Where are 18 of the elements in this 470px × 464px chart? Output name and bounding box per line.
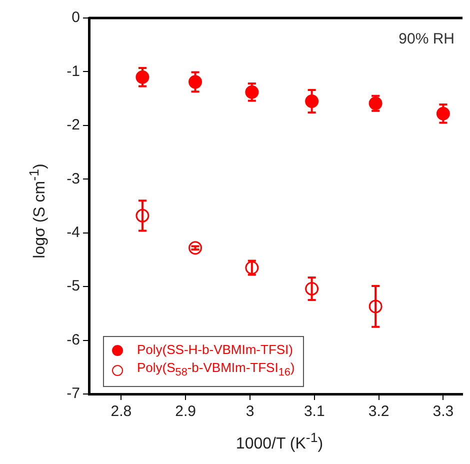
y-tick-label: -3 [66, 170, 80, 188]
x-tick-label: 3.2 [368, 403, 390, 420]
y-tick-label: -7 [66, 385, 80, 402]
y-tick-label: -1 [66, 62, 80, 80]
x-tick-label: 3.1 [304, 403, 325, 420]
y-tick-label: -6 [66, 331, 80, 348]
legend-label: Poly(SS-H-b-VBMIm-TFSI) [137, 341, 293, 359]
y-tick-label: -4 [66, 224, 80, 241]
x-tick-label: 2.9 [175, 403, 196, 420]
x-tick-label: 3 [246, 403, 254, 420]
legend-label: Poly(S$_{58}$-b-VBMIm-TFSI$_{16}$) [137, 359, 295, 381]
y-tick-label: 0 [72, 9, 80, 26]
annotation: 90% RH [398, 30, 454, 48]
x-tick-label: 3.3 [432, 403, 454, 420]
x-axis-title: 1000/T (K$^{-1}$) [234, 430, 324, 454]
y-tick-label: -5 [66, 278, 80, 295]
x-tick-label: 2.8 [110, 403, 132, 420]
y-tick-label: -2 [66, 116, 80, 134]
